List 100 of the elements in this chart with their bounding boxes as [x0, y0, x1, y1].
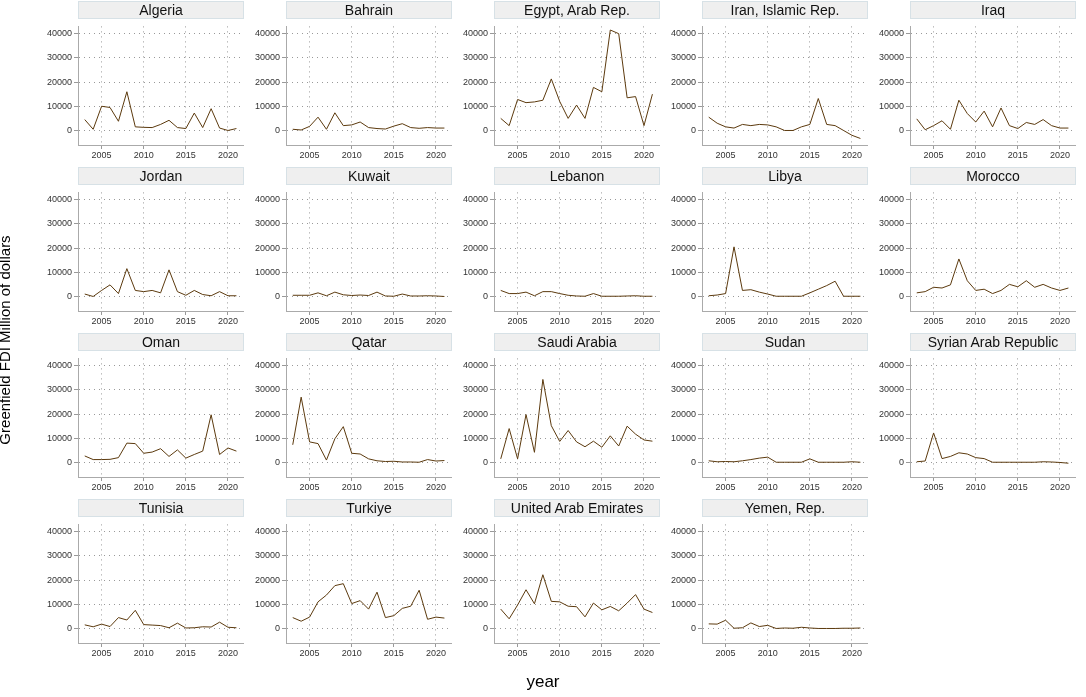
x-tick-label: 2015	[175, 149, 196, 160]
chart-title: Saudi Arabia	[494, 333, 660, 351]
x-tick-label: 2020	[633, 481, 655, 492]
x-tick-label: 2010	[133, 315, 154, 326]
x-tick-label: 2010	[757, 647, 778, 658]
x-tick-label: 2020	[1049, 481, 1071, 492]
x-tick-label: 2010	[341, 647, 362, 658]
x-tick-label: 2005	[715, 149, 736, 160]
x-tick-label: 2010	[965, 481, 986, 492]
y-tick-label: 20000	[46, 76, 72, 87]
y-tick-label: 10000	[46, 266, 72, 277]
x-tick-label: 2015	[799, 481, 820, 492]
x-tick-label: 2015	[383, 149, 404, 160]
x-tick-label: 2010	[757, 481, 778, 492]
y-tick-label: 20000	[670, 242, 696, 253]
y-tick-label: 20000	[462, 408, 488, 419]
y-tick-label: 20000	[670, 574, 696, 585]
y-tick-label: 40000	[46, 28, 72, 39]
chart-title: Yemen, Rep.	[702, 499, 868, 517]
x-tick-label: 2010	[549, 149, 570, 160]
x-tick-label: 2020	[425, 149, 447, 160]
x-tick-label: 2010	[133, 481, 154, 492]
x-tick-label: 2005	[91, 149, 112, 160]
x-tick-label: 2020	[217, 315, 239, 326]
x-tick-label: 2005	[507, 481, 528, 492]
y-tick-label: 0	[66, 124, 72, 135]
x-tick-label: 2020	[217, 149, 239, 160]
x-tick-label: 2015	[175, 647, 196, 658]
x-tick-label: 2010	[549, 647, 570, 658]
y-tick-label: 10000	[462, 266, 488, 277]
x-tick-label: 2020	[217, 647, 239, 658]
x-tick-label: 2015	[1007, 481, 1028, 492]
x-tick-label: 2015	[591, 315, 612, 326]
x-tick-label: 2010	[757, 149, 778, 160]
y-tick-label: 10000	[462, 432, 488, 443]
y-tick-label: 30000	[670, 218, 696, 229]
y-tick-label: 30000	[670, 384, 696, 395]
y-tick-label: 10000	[46, 598, 72, 609]
x-tick-label: 2010	[965, 315, 986, 326]
x-axis-title: year	[525, 672, 561, 692]
y-tick-label: 30000	[462, 218, 488, 229]
x-tick-label: 2020	[425, 647, 447, 658]
y-tick-label: 10000	[878, 432, 904, 443]
y-tick-label: 40000	[670, 360, 696, 371]
y-tick-label: 10000	[462, 100, 488, 111]
y-tick-label: 30000	[878, 218, 904, 229]
y-tick-label: 30000	[46, 384, 72, 395]
y-tick-label: 10000	[254, 100, 280, 111]
x-tick-label: 2005	[715, 315, 736, 326]
y-tick-label: 20000	[46, 242, 72, 253]
x-tick-label: 2015	[591, 647, 612, 658]
y-tick-label: 10000	[670, 266, 696, 277]
x-tick-label: 2020	[1049, 149, 1071, 160]
y-tick-label: 20000	[878, 408, 904, 419]
chart-title: Syrian Arab Republic	[910, 333, 1076, 351]
y-tick-label: 0	[66, 456, 72, 467]
y-tick-label: 10000	[254, 266, 280, 277]
y-tick-label: 30000	[254, 550, 280, 561]
y-tick-label: 30000	[462, 550, 488, 561]
x-tick-label: 2010	[549, 481, 570, 492]
x-tick-label: 2015	[591, 481, 612, 492]
y-tick-label: 40000	[462, 194, 488, 205]
y-tick-label: 30000	[254, 218, 280, 229]
y-tick-label: 10000	[878, 100, 904, 111]
y-tick-label: 0	[274, 622, 280, 633]
x-tick-label: 2005	[507, 315, 528, 326]
x-tick-label: 2010	[757, 315, 778, 326]
chart-title: Iraq	[910, 1, 1076, 19]
x-tick-label: 2015	[383, 647, 404, 658]
x-tick-label: 2020	[217, 481, 239, 492]
y-tick-label: 20000	[254, 408, 280, 419]
y-tick-label: 40000	[462, 360, 488, 371]
x-tick-label: 2015	[1007, 149, 1028, 160]
y-tick-label: 40000	[254, 194, 280, 205]
x-tick-label: 2010	[341, 315, 362, 326]
y-tick-label: 10000	[46, 100, 72, 111]
x-tick-label: 2015	[799, 149, 820, 160]
y-tick-label: 40000	[254, 526, 280, 537]
y-tick-label: 0	[898, 124, 904, 135]
x-tick-label: 2020	[633, 149, 655, 160]
y-tick-label: 10000	[462, 598, 488, 609]
x-tick-label: 2005	[91, 481, 112, 492]
chart-title: Qatar	[286, 333, 452, 351]
x-tick-label: 2010	[965, 149, 986, 160]
y-tick-label: 20000	[462, 242, 488, 253]
chart-title: Libya	[702, 167, 868, 185]
y-tick-label: 10000	[46, 432, 72, 443]
chart-title: Kuwait	[286, 167, 452, 185]
x-tick-label: 2020	[425, 481, 447, 492]
y-tick-label: 10000	[254, 598, 280, 609]
y-tick-label: 0	[690, 124, 696, 135]
y-tick-label: 0	[690, 456, 696, 467]
y-tick-label: 10000	[670, 598, 696, 609]
x-tick-label: 2005	[299, 481, 320, 492]
chart-title: Turkiye	[286, 499, 452, 517]
x-tick-label: 2015	[383, 481, 404, 492]
y-tick-label: 30000	[462, 384, 488, 395]
chart-title: Morocco	[910, 167, 1076, 185]
x-tick-label: 2005	[91, 647, 112, 658]
x-tick-label: 2020	[841, 149, 863, 160]
